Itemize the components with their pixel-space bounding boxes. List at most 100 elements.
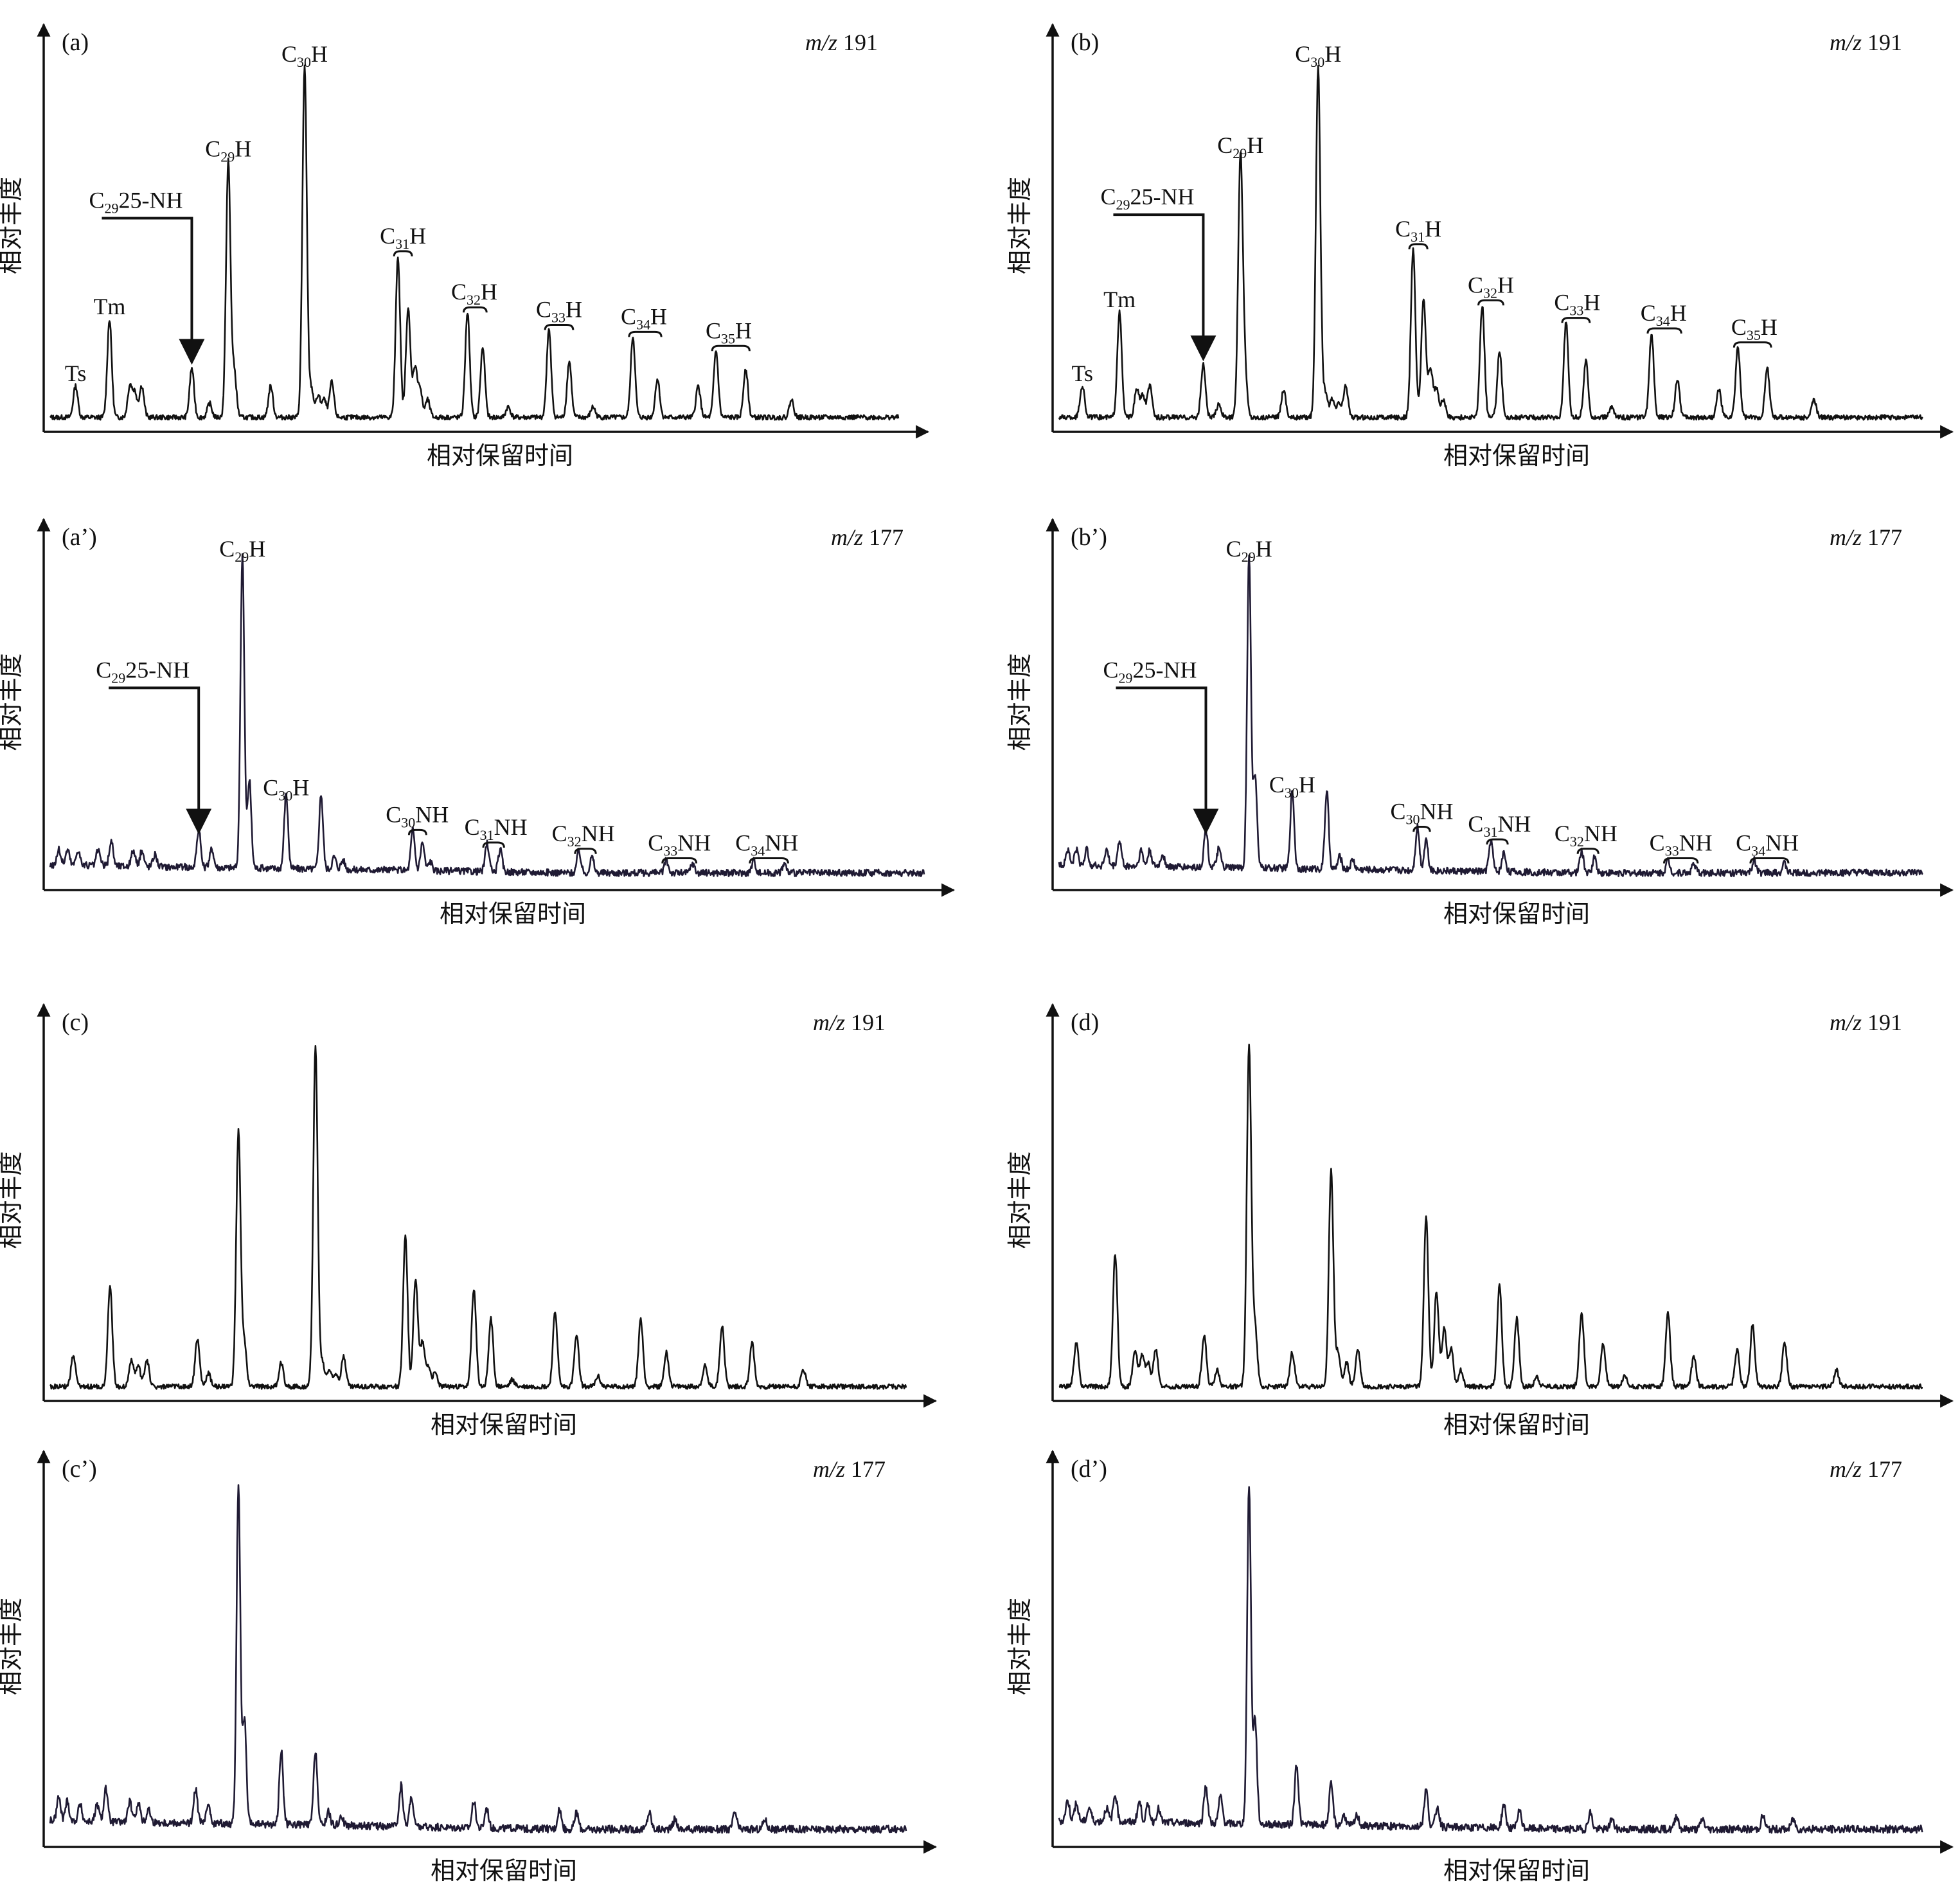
peak-apex: [735, 1819, 736, 1821]
peak-apex: [1114, 1809, 1116, 1810]
peak-apex: [111, 854, 112, 855]
peak-label: C34H: [1641, 300, 1687, 329]
c29-25nh-arrow: [102, 217, 205, 365]
peak-pair-bracket: [1576, 848, 1599, 854]
ion-label: m/z 177: [831, 524, 904, 550]
peak-apex: [1536, 1380, 1537, 1381]
peak-label: C31NH: [465, 814, 528, 843]
peak-apex: [674, 1826, 675, 1827]
peak-apex: [1443, 404, 1444, 405]
c29-25nh-arrow: [1113, 213, 1216, 362]
ion-label: m/z 191: [1830, 30, 1902, 55]
peak-apex: [1244, 375, 1245, 377]
peak-label: C29H: [219, 536, 265, 565]
peak-apex: [211, 860, 213, 862]
chromatogram-trace: [1058, 554, 1923, 877]
peak-apex: [328, 1823, 329, 1824]
ion-label: m/z 191: [805, 30, 878, 55]
peak-apex: [78, 864, 79, 865]
peak-apex: [67, 1815, 68, 1817]
peak-apex: [1106, 1823, 1107, 1824]
ion-label: m/z 177: [1830, 1456, 1902, 1482]
peak-label: Tm: [1103, 287, 1136, 312]
peak-apex: [317, 400, 319, 401]
y-axis-label: 相对丰度: [1006, 653, 1034, 751]
panel-label: (d): [1071, 1009, 1099, 1036]
peak-label: C34H: [621, 303, 667, 332]
peak-label: C35H: [1731, 314, 1777, 343]
x-axis-label: 相对保留时间: [1443, 900, 1590, 928]
y-axis-label: 相对丰度: [0, 1598, 25, 1695]
peak-pair-bracket: [1412, 826, 1431, 832]
peak-apex: [692, 869, 693, 871]
peak-label: C29H: [205, 136, 251, 165]
peak-pair-bracket: [1749, 857, 1790, 864]
peak-label: C33NH: [648, 830, 711, 859]
x-axis-label: 相对保留时间: [431, 1857, 577, 1885]
peak-pair-bracket: [1477, 299, 1504, 306]
peak-label: Tm: [93, 294, 125, 319]
peak-apex: [1206, 1799, 1207, 1800]
peak-label: C29H: [1226, 536, 1272, 565]
peak-apex: [1220, 1809, 1221, 1810]
ion-label: m/z 191: [1830, 1010, 1902, 1035]
peak-apex: [499, 857, 501, 859]
peak-apex: [592, 411, 594, 412]
peak-apex: [1139, 1815, 1140, 1817]
peak-pair-bracket: [1733, 341, 1772, 348]
peak-apex: [1611, 411, 1612, 412]
c29-25nh-label: C2925-NH: [1100, 184, 1194, 213]
peak-apex: [1149, 389, 1150, 391]
peak-apex: [58, 1812, 59, 1814]
peak-label: C31H: [380, 223, 426, 252]
peak-apex: [1218, 860, 1220, 862]
peak-label: C34NH: [1736, 830, 1799, 859]
peak-apex: [666, 866, 667, 868]
peak-apex: [154, 866, 156, 868]
peak-label: Ts: [1072, 361, 1094, 386]
peak-apex: [412, 838, 413, 839]
panel-label: (c): [62, 1009, 89, 1036]
peak-label: C30H: [1269, 772, 1315, 801]
ion-label: m/z 191: [813, 1010, 886, 1035]
peak-apex: [1147, 1366, 1148, 1368]
peak-apex: [343, 869, 344, 871]
y-axis-label: 相对丰度: [0, 653, 25, 751]
chromatogram-trace: [1058, 1044, 1923, 1390]
peak-pair-bracket: [544, 324, 575, 330]
peak-apex: [1490, 848, 1492, 849]
peak-apex: [341, 1826, 342, 1827]
peak-apex: [1590, 1819, 1591, 1821]
peak-label: C32NH: [1555, 821, 1617, 850]
peak-apex: [1762, 1823, 1763, 1824]
peak-apex: [1106, 864, 1107, 865]
peak-apex: [486, 1815, 487, 1817]
peak-apex: [141, 864, 143, 865]
peak-apex: [1503, 860, 1504, 862]
peak-apex: [1332, 404, 1333, 405]
peak-apex: [1339, 407, 1340, 408]
panel-label: (d’): [1071, 1456, 1107, 1483]
peak-apex: [1357, 1826, 1358, 1827]
peak-apex: [1330, 1796, 1332, 1797]
peak-apex: [1519, 1819, 1520, 1821]
peak-apex: [209, 407, 210, 408]
peak-apex: [427, 404, 428, 405]
peak-apex: [1162, 866, 1163, 868]
peak-pair-bracket: [1561, 317, 1591, 323]
peak-apex: [323, 404, 325, 405]
panel-label: (c’): [62, 1456, 97, 1483]
peak-apex: [1437, 1815, 1438, 1817]
peak-apex: [1594, 864, 1595, 865]
peak-apex: [1693, 869, 1695, 871]
peak-pair-bracket: [1663, 857, 1699, 864]
c29-25nh-arrow: [1116, 686, 1219, 835]
peak-label: C30H: [1295, 41, 1341, 70]
peak-apex: [1624, 1380, 1625, 1381]
peak-apex: [138, 1369, 139, 1371]
